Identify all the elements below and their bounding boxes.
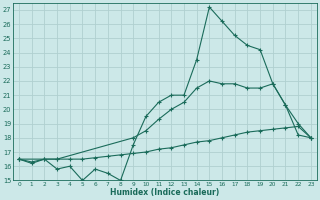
- X-axis label: Humidex (Indice chaleur): Humidex (Indice chaleur): [110, 188, 220, 197]
